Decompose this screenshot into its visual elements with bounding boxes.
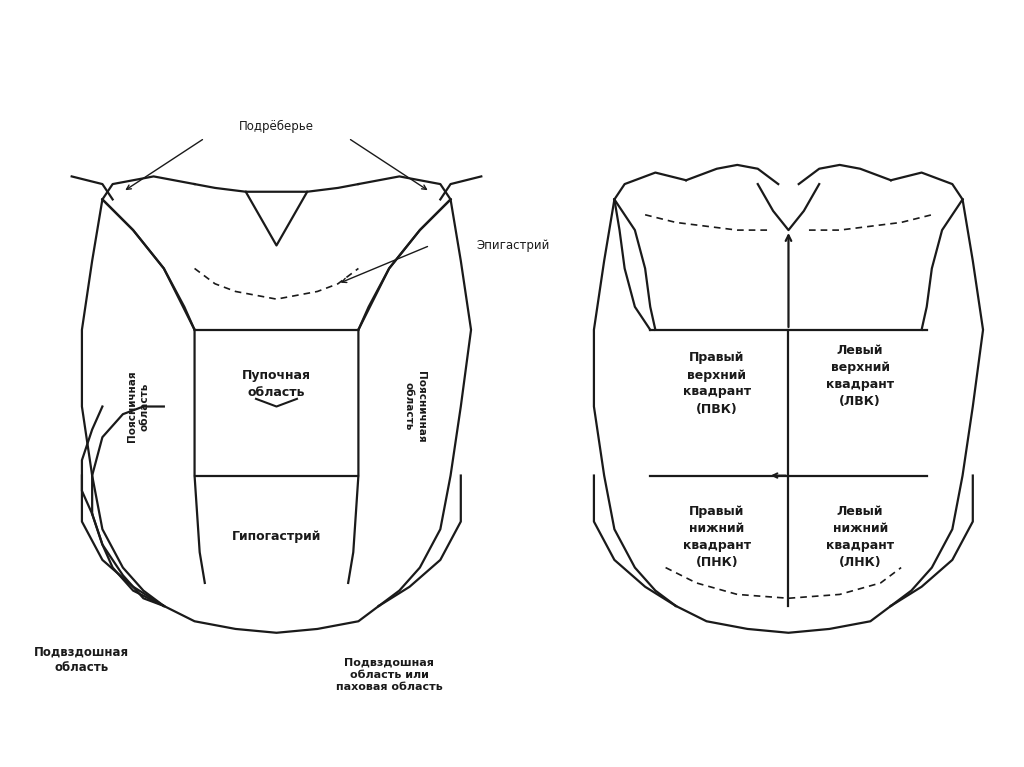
Text: Левый
верхний
квадрант
(ЛВК): Левый верхний квадрант (ЛВК) [826, 344, 894, 408]
Text: Подвздошная
область или
паховая область: Подвздошная область или паховая область [336, 657, 442, 693]
Text: Подрёберье: Подрёберье [239, 120, 314, 133]
Text: Поясничная
область: Поясничная область [127, 370, 150, 443]
Text: Поясничная
область: Поясничная область [403, 370, 426, 443]
Text: Гипогастрий: Гипогастрий [231, 531, 322, 543]
Text: Правый
нижний
квадрант
(ПНК): Правый нижний квадрант (ПНК) [683, 505, 751, 569]
Text: Левый
нижний
квадрант
(ЛНК): Левый нижний квадрант (ЛНК) [826, 505, 894, 569]
Text: Правый
верхний
квадрант
(ПВК): Правый верхний квадрант (ПВК) [683, 351, 751, 416]
Text: Подвздошная
область: Подвздошная область [35, 645, 129, 674]
Text: Эпигастрий: Эпигастрий [476, 239, 550, 252]
Text: Пупочная
область: Пупочная область [242, 368, 311, 399]
